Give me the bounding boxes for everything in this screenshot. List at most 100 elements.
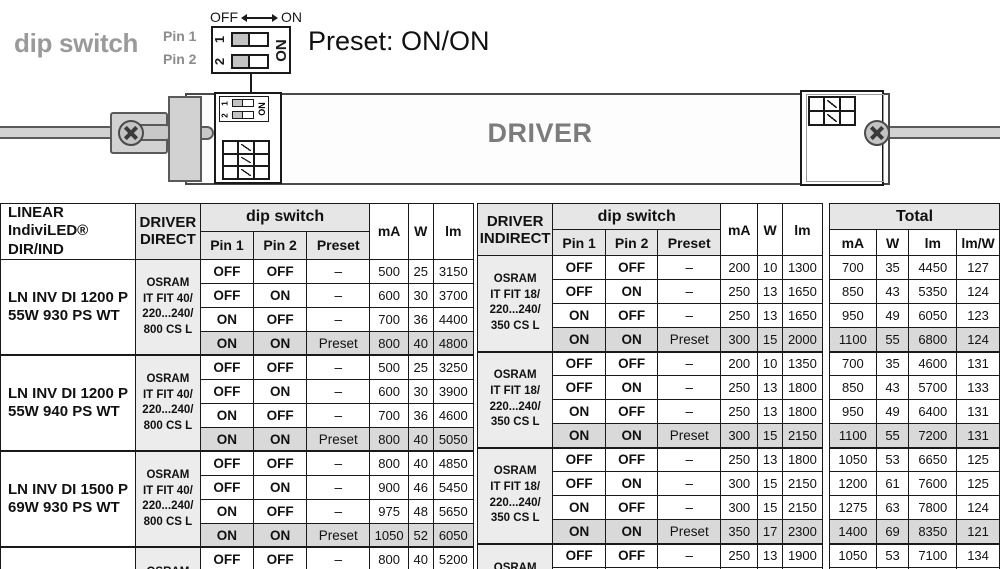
direct-ma-cell: 800 bbox=[369, 546, 409, 569]
driver-indirect-line: OSRAM bbox=[493, 273, 537, 286]
dip-pin2-cell: ON bbox=[253, 330, 308, 356]
total-ma-cell: 1275 bbox=[829, 495, 877, 520]
total-lm-cell: 4600 bbox=[908, 350, 958, 376]
indirect-lm-cell: 2150 bbox=[781, 423, 824, 448]
total-lmw-cell: 131 bbox=[956, 350, 1000, 376]
driver-illustration: dip switch Pin 1 Pin 2 OFF ON 1 2 bbox=[0, 0, 1000, 200]
total-w-cell: 63 bbox=[875, 495, 910, 520]
dip-pin2-cell: OFF bbox=[253, 258, 308, 284]
driver-indirect-line: IT FIT 18/ bbox=[490, 288, 541, 301]
preset-cell: – bbox=[306, 306, 371, 332]
total-lmw-cell: 124 bbox=[956, 279, 1000, 304]
total-w-cell: 55 bbox=[875, 423, 910, 448]
preset-cell: – bbox=[306, 450, 371, 476]
input-terminal-block-icon bbox=[222, 140, 270, 180]
total-ma-cell: 1100 bbox=[829, 423, 877, 448]
header-direct-pin2: Pin 2 bbox=[253, 230, 308, 260]
driver-indirect-line: OSRAM bbox=[493, 369, 537, 382]
total-lm-cell: 6650 bbox=[908, 446, 958, 472]
table-row: 700 35 4450 127 bbox=[829, 255, 1000, 280]
preset-cell: – bbox=[306, 474, 371, 500]
indirect-ma-cell: 250 bbox=[719, 303, 759, 328]
preset-cell: Preset bbox=[306, 426, 371, 452]
driver-indirect-line: OSRAM bbox=[493, 465, 537, 478]
total-lm-cell: 8350 bbox=[908, 519, 958, 544]
indirect-lm-cell: 1900 bbox=[781, 542, 824, 568]
direct-w-cell: 52 bbox=[407, 522, 434, 548]
indirect-ma-cell: 300 bbox=[719, 423, 759, 448]
preset-cell: – bbox=[657, 471, 721, 496]
total-lmw-cell: 131 bbox=[956, 399, 1000, 424]
dip-switch-heading: dip switch bbox=[14, 28, 139, 58]
dip-pin2-cell: OFF bbox=[604, 255, 659, 280]
indirect-lm-cell: 1650 bbox=[781, 279, 824, 304]
header-total-lm: lm bbox=[908, 229, 958, 256]
driver-indirect-cell: OSRAM IT FIT 18/220...240/350 CS L bbox=[476, 255, 554, 352]
preset-cell: – bbox=[657, 542, 721, 568]
indirect-w-cell: 10 bbox=[757, 350, 783, 376]
dip-pin1-cell: OFF bbox=[199, 258, 255, 284]
total-w-cell: 49 bbox=[875, 303, 910, 328]
dip-pin2-cell: OFF bbox=[253, 354, 308, 380]
header-driver-direct-line1: DRIVER bbox=[139, 214, 197, 232]
header-direct-preset: Preset bbox=[306, 230, 371, 260]
driver-indirect-line: 220...240/ bbox=[489, 496, 541, 509]
dip-pin1-cell: OFF bbox=[552, 471, 606, 496]
dip-pin1-cell: ON bbox=[552, 495, 606, 520]
dip-pin2-cell: ON bbox=[604, 327, 659, 352]
dip-pin2-cell: ON bbox=[253, 378, 308, 404]
header-indirect-ma: mA bbox=[719, 203, 759, 256]
total-lm-cell: 7800 bbox=[908, 495, 958, 520]
dip-pin2-cell: OFF bbox=[604, 399, 659, 424]
output-terminal-block-icon bbox=[808, 96, 856, 126]
preset-cell: – bbox=[306, 402, 371, 428]
direct-lm-cell: 5450 bbox=[432, 474, 475, 500]
onboard-lever-1-icon bbox=[232, 99, 254, 107]
indirect-lm-cell: 1800 bbox=[781, 446, 824, 472]
callout-leader-line bbox=[250, 74, 252, 96]
dip-pin1-cell: ON bbox=[199, 402, 255, 428]
preset-cell: – bbox=[306, 546, 371, 569]
indirect-w-cell: 13 bbox=[757, 375, 783, 400]
preset-cell: – bbox=[306, 258, 371, 284]
driver-indirect-line: OSRAM bbox=[493, 561, 537, 569]
indirect-lm-cell: 2150 bbox=[781, 495, 824, 520]
dip-pin1-cell: ON bbox=[552, 327, 606, 352]
direct-lm-cell: 3900 bbox=[432, 378, 475, 404]
indirect-ma-cell: 250 bbox=[719, 542, 759, 568]
product-name-line1: LN INV DI 1200 P bbox=[8, 288, 129, 306]
dip-pin1-cell: ON bbox=[552, 519, 606, 544]
dip-pin2-cell: ON bbox=[253, 474, 308, 500]
dip-pin2-cell: OFF bbox=[253, 546, 308, 569]
dip-switch-on-marking: ON bbox=[272, 38, 290, 62]
total-lmw-cell: 133 bbox=[956, 375, 1000, 400]
driver-indirect-line: 220...240/ bbox=[489, 304, 541, 317]
driver-direct-line: OSRAM bbox=[146, 469, 190, 482]
dip-switch-numbers: 1 2 bbox=[212, 28, 227, 72]
bracket-tab bbox=[200, 126, 214, 140]
driver-direct-line: IT FIT 40/ bbox=[142, 292, 193, 305]
table-row: 1200618200134 bbox=[829, 567, 1000, 569]
direct-ma-cell: 700 bbox=[369, 402, 409, 428]
direct-lm-cell: 3150 bbox=[432, 258, 475, 284]
total-lmw-cell: 134 bbox=[956, 542, 1000, 568]
dip-pin2-cell: OFF bbox=[253, 498, 308, 524]
dip-pin1-cell: OFF bbox=[552, 542, 606, 568]
header-driver-indirect-line2: INDIRECT bbox=[479, 229, 551, 247]
table-row: LN INV DI 1200 P 55W 940 PS WT OSRAM IT FIT… bbox=[0, 354, 475, 452]
indirect-table: DRIVER INDIRECT dip switch mA W lm Pin 1… bbox=[476, 203, 824, 569]
driver-housing bbox=[185, 93, 890, 185]
total-ma-cell: 850 bbox=[829, 375, 877, 400]
preset-cell: – bbox=[657, 279, 721, 304]
direct-w-cell: 36 bbox=[407, 306, 434, 332]
total-lm-cell: 5350 bbox=[908, 279, 958, 304]
preset-cell: Preset bbox=[306, 330, 371, 356]
preset-cell: Preset bbox=[657, 327, 721, 352]
header-driver-direct-line2: DIRECT bbox=[139, 231, 196, 249]
dip-pin1-cell: OFF bbox=[552, 279, 606, 304]
dip-pin2-cell: ON bbox=[253, 282, 308, 308]
table-row: OFF ON –600 30 3700 bbox=[1, 282, 475, 308]
direct-w-cell: 40 bbox=[407, 450, 434, 476]
preset-cell: Preset bbox=[657, 519, 721, 544]
